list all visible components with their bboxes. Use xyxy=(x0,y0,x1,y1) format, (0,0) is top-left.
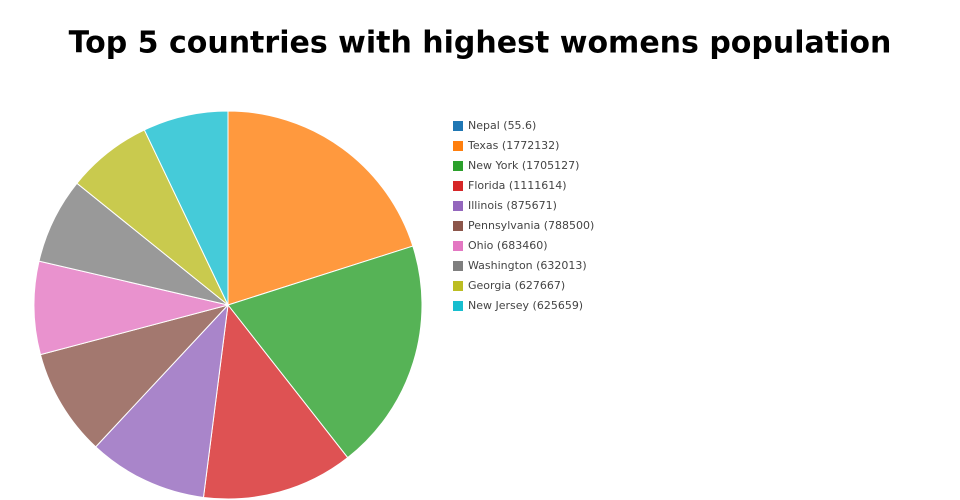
pie-slice xyxy=(227,110,414,306)
legend-label: New Jersey (625659) xyxy=(468,299,583,312)
pie-slice xyxy=(94,303,229,499)
pie-slice xyxy=(227,245,423,459)
legend-label: Texas (1772132) xyxy=(467,139,559,152)
legend-swatch xyxy=(453,141,463,151)
legend-swatch xyxy=(453,161,463,171)
legend-swatch xyxy=(453,301,463,311)
legend-swatch xyxy=(453,281,463,291)
legend-label: Washington (632013) xyxy=(468,259,587,272)
legend-swatch xyxy=(453,221,463,231)
legend-swatch xyxy=(453,241,463,251)
chart-title: Top 5 countries with highest womens popu… xyxy=(69,26,892,61)
legend-label: Pennsylvania (788500) xyxy=(468,219,594,232)
legend-label: New York (1705127) xyxy=(468,159,579,172)
pie-slice xyxy=(143,110,229,306)
legend-swatch xyxy=(453,261,463,271)
legend-label: Nepal (55.6) xyxy=(468,119,536,132)
legend-swatch xyxy=(453,201,463,211)
pie-slice xyxy=(39,304,230,448)
legend-label: Florida (1111614) xyxy=(468,179,566,192)
legend-label: Illinois (875671) xyxy=(468,199,557,212)
pie-slice xyxy=(202,303,349,500)
legend-label: Ohio (683460) xyxy=(468,239,548,252)
pie-slice xyxy=(33,260,229,356)
legend-swatch xyxy=(453,121,463,131)
legend-label: Georgia (627667) xyxy=(468,279,565,292)
legend-swatch xyxy=(453,181,463,191)
